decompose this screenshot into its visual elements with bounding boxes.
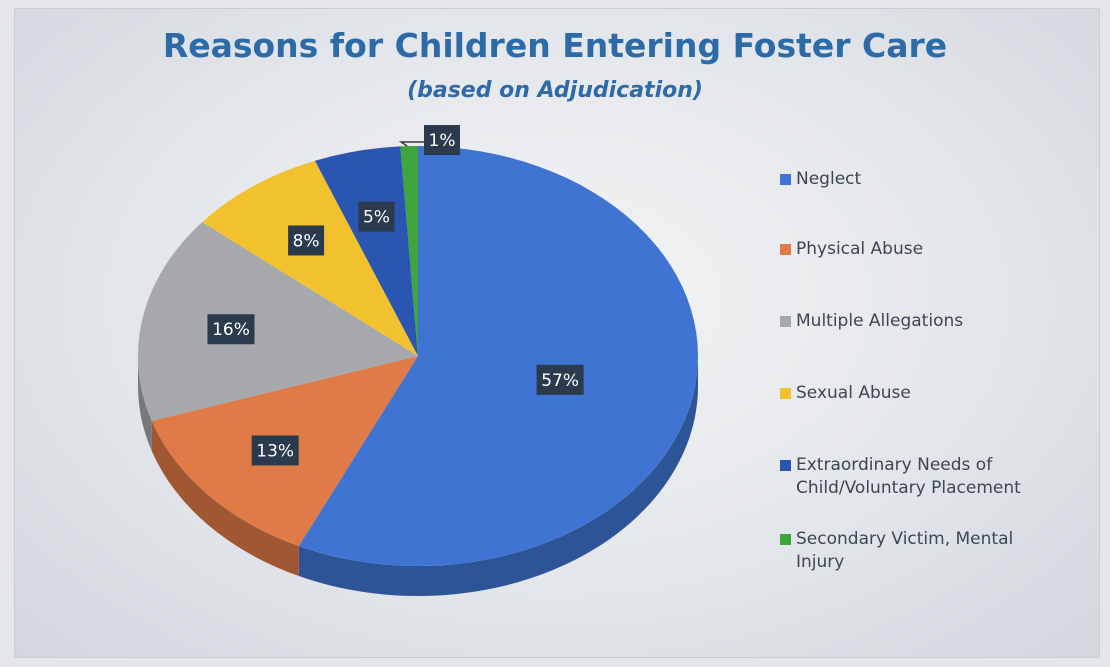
data-label: 57%	[541, 371, 579, 391]
data-label-box	[424, 125, 460, 155]
data-label-box	[358, 201, 395, 232]
pie-slice-5	[400, 146, 418, 356]
data-label-box	[207, 314, 255, 345]
legend-label: Extraordinary Needs of Child/Voluntary Pl…	[796, 455, 1021, 498]
legend-label: Neglect	[796, 169, 862, 189]
data-label: 5%	[363, 208, 390, 228]
legend-label: Physical Abuse	[796, 239, 924, 259]
legend-swatch	[780, 388, 791, 399]
data-label-box	[251, 435, 299, 466]
data-label: 1%	[429, 131, 456, 151]
pie-slice-2	[137, 222, 418, 421]
legend-swatch	[780, 460, 791, 471]
data-label-box	[536, 364, 584, 395]
data-label: 16%	[212, 320, 250, 340]
legend-swatch	[780, 534, 791, 545]
data-label-box	[288, 225, 325, 256]
legend-label: Sexual Abuse	[796, 383, 911, 403]
slice-side-1	[151, 420, 299, 577]
chart-title: Reasons for Children Entering Foster Car…	[162, 26, 948, 65]
data-label-leader-line	[398, 141, 426, 147]
data-label: 13%	[256, 441, 294, 461]
data-label: 8%	[293, 231, 320, 251]
legend-label: Multiple Allegations	[796, 311, 964, 331]
legend-swatch	[780, 316, 791, 327]
pie-slice-3	[202, 160, 418, 356]
pie-slice-4	[314, 146, 418, 356]
pie-slice-0	[298, 146, 698, 567]
legend-label: Secondary Victim, Mental Injury	[796, 529, 1014, 572]
legend-swatch	[780, 244, 791, 255]
legend-swatch	[780, 174, 791, 185]
chart-subtitle: (based on Adjudication)	[407, 78, 703, 103]
slice-side-0	[298, 356, 698, 596]
slice-side-2	[138, 356, 152, 451]
